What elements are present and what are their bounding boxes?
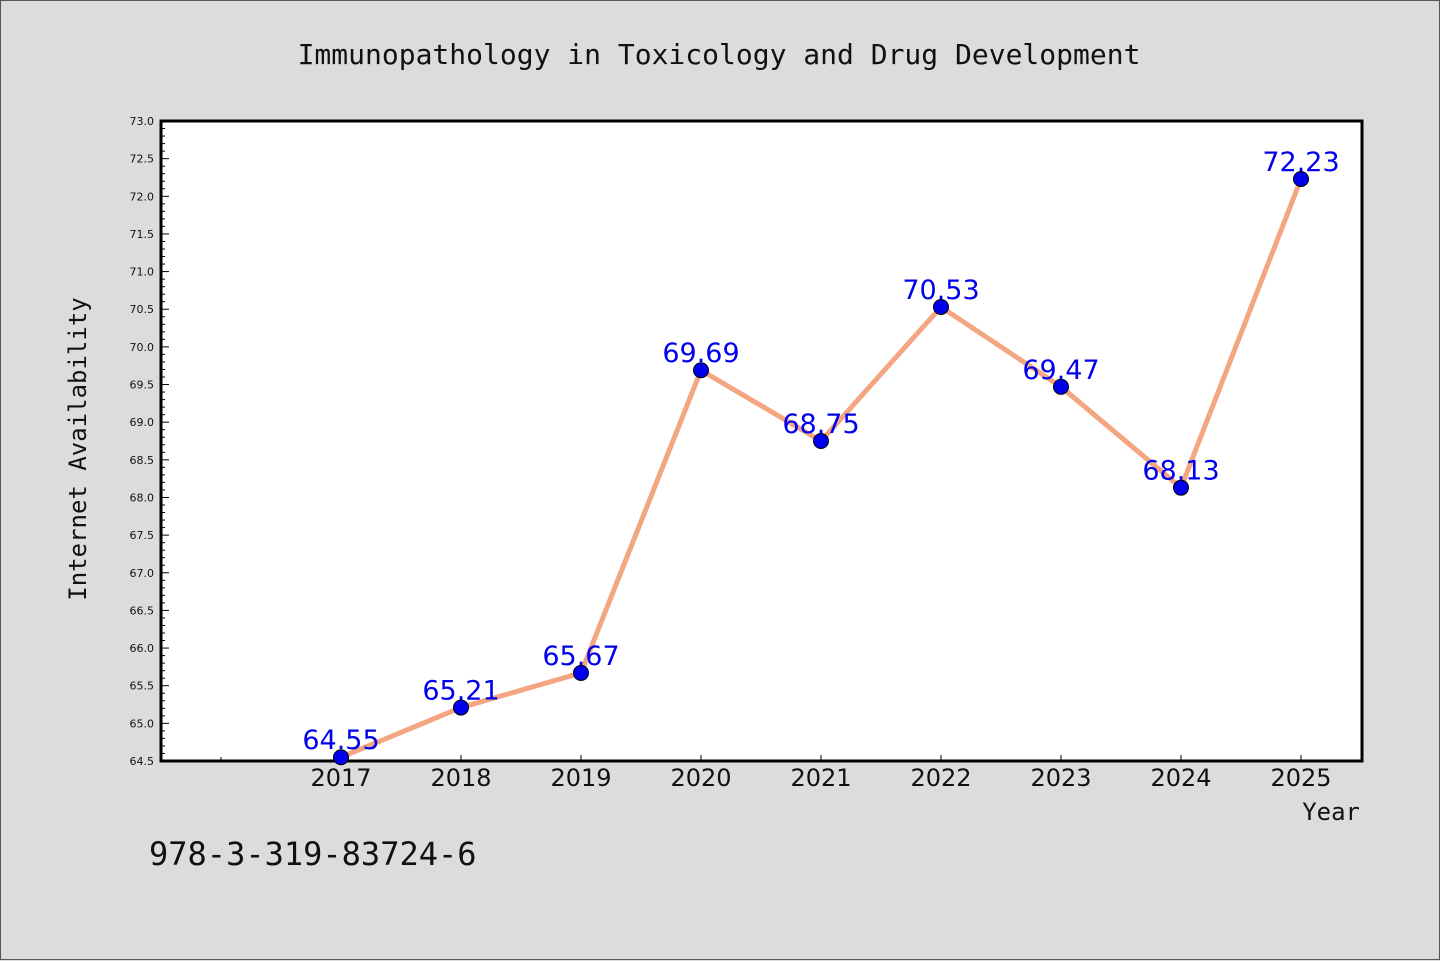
x-tick-label: 2020 [670,764,731,792]
y-tick-label: 65.0 [130,717,155,730]
data-point [693,362,709,379]
y-axis-ticks: 64.5 65.0 65.5 66.0 66.5 67.0 67.5 68.0 68.5 69.0… [130,115,169,768]
data-label: 69.69 [662,338,739,369]
y-tick-label: 66.0 [130,642,155,655]
data-label: 65.67 [542,641,619,672]
data-point [813,433,829,449]
chart-title: Immunopathology in Toxicology and Drug D… [298,38,1141,71]
y-tick-label: 67.0 [130,567,155,580]
y-tick-label: 70.5 [130,303,155,316]
isbn-text: 978-3-319-83724-6 [149,835,477,873]
y-tick-label: 68.0 [130,491,155,504]
data-label: 68.75 [782,409,859,440]
x-axis-label: Year [1302,798,1360,826]
x-tick-label: 2017 [310,764,371,792]
series-group: 64.55 65.21 65.67 69.69 68.75 70.53 69.47 68.13… [302,147,1340,766]
x-tick-label: 2024 [1150,764,1211,792]
y-tick-label: 69.5 [130,379,155,392]
x-tick-label: 2025 [1270,764,1331,792]
data-label: 64.55 [302,725,379,756]
y-tick-label: 72.5 [130,153,155,166]
data-point [1053,378,1069,395]
y-tick-label: 71.5 [130,228,155,241]
x-tick-label: 2018 [430,764,491,792]
y-tick-label: 73.0 [130,115,155,128]
y-tick-label: 64.5 [130,755,155,768]
data-point [1293,170,1309,187]
y-tick-label: 68.5 [130,454,155,467]
data-label: 68.13 [1142,456,1219,487]
data-label: 72.23 [1262,147,1339,178]
data-label: 65.21 [422,676,499,707]
y-tick-label: 66.5 [130,604,155,617]
x-tick-label: 2022 [910,764,971,792]
plot-area [159,119,1364,763]
y-tick-label: 69.0 [130,416,155,429]
data-label: 70.53 [902,275,979,306]
x-tick-label: 2023 [1030,764,1091,792]
y-tick-label: 71.0 [130,266,155,279]
x-tick-label: 2019 [550,764,611,792]
data-point [453,699,469,716]
data-point [933,298,949,315]
y-tick-label: 70.0 [130,341,155,354]
data-point [1173,479,1189,496]
y-tick-label: 67.5 [130,529,155,542]
y-tick-label: 65.5 [130,680,155,693]
y-axis-label: Internet Availability [64,297,92,600]
y-tick-label: 72.0 [130,190,155,203]
data-point [333,749,349,766]
data-label: 69.47 [1022,355,1099,386]
data-point [573,664,589,681]
x-axis-ticks: 2017 2018 2019 2020 2021 2022 2023 2024 2025 [220,755,1332,792]
x-tick-label: 2021 [790,764,851,792]
